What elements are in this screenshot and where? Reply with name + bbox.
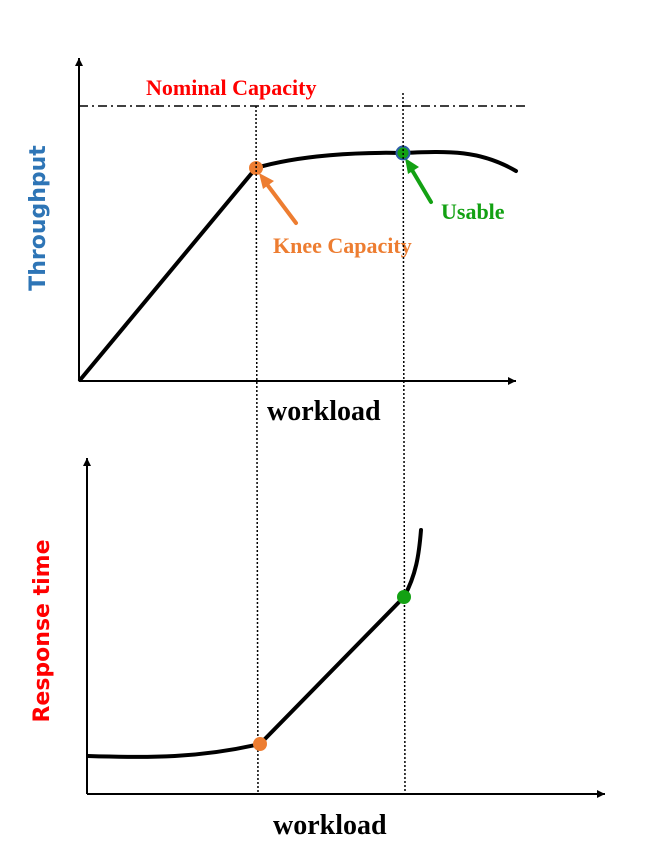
throughput-chart: Nominal Capacity Knee Capacity Usable Th… — [26, 58, 527, 427]
response-time-axis-label: Response time — [30, 539, 55, 722]
response-knee-point — [253, 737, 267, 751]
usable-guide-line — [402, 92, 406, 794]
response-time-curve — [86, 528, 423, 759]
throughput-curve — [78, 150, 518, 382]
top-x-axis-label: workload — [267, 396, 381, 427]
knee-guide-line — [255, 105, 259, 794]
knee-capacity-label: Knee Capacity — [273, 233, 412, 258]
usable-arrow — [405, 158, 433, 204]
bottom-x-axis-label: workload — [273, 810, 387, 841]
nominal-capacity-label: Nominal Capacity — [146, 75, 317, 100]
response-time-chart: Response time workload — [30, 458, 605, 841]
throughput-axis-label: Throughput — [26, 145, 51, 291]
knee-arrow — [259, 173, 298, 225]
response-usable-point — [397, 590, 411, 604]
usable-label: Usable — [441, 199, 505, 224]
